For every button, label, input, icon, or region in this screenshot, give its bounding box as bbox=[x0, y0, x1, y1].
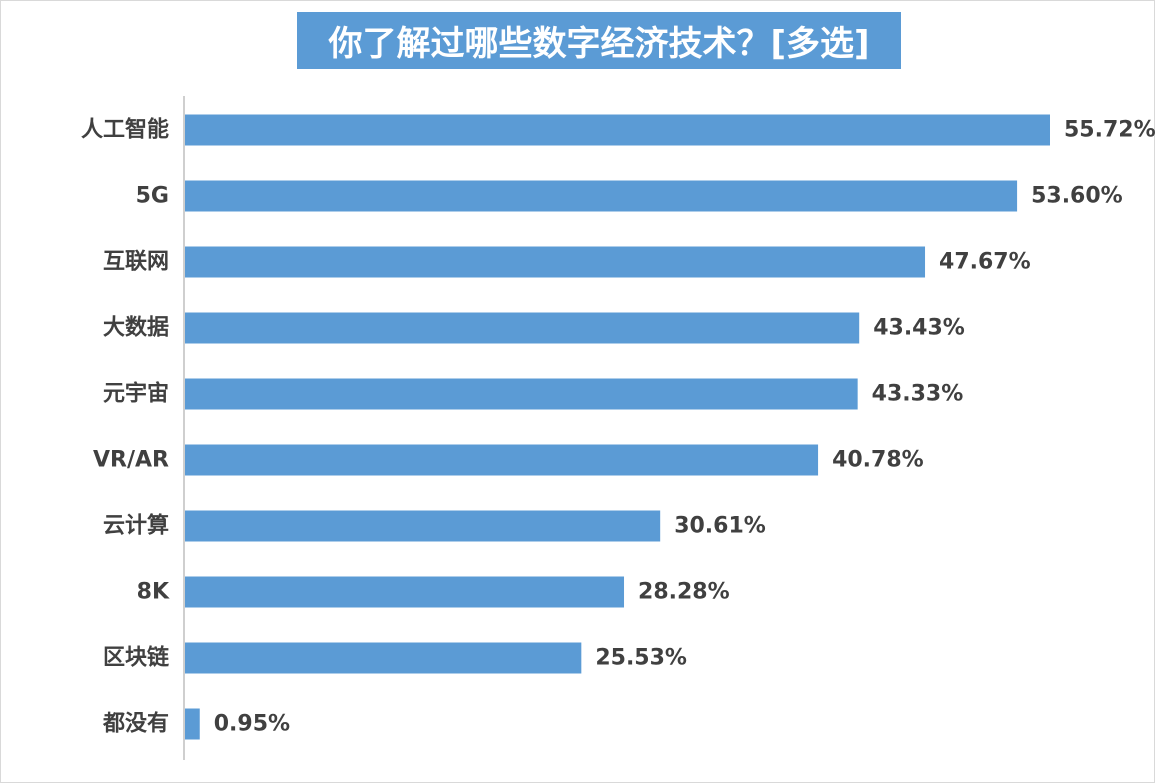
value-label: 47.67% bbox=[939, 250, 1031, 275]
value-label: 28.28% bbox=[638, 580, 730, 605]
bar-1 bbox=[185, 114, 1050, 146]
bar-9 bbox=[185, 642, 582, 674]
category-label: 区块链 bbox=[103, 645, 169, 671]
category-label: 8K bbox=[137, 580, 170, 605]
bar-10 bbox=[185, 708, 200, 740]
value-label: 43.43% bbox=[873, 316, 965, 341]
value-label: 30.61% bbox=[674, 514, 766, 539]
value-label: 25.53% bbox=[595, 646, 687, 671]
value-label: 55.72% bbox=[1064, 118, 1155, 143]
category-label: 人工智能 bbox=[81, 117, 169, 143]
value-label: 53.60% bbox=[1031, 184, 1123, 209]
category-label: 5G bbox=[136, 184, 169, 209]
category-label: 元宇宙 bbox=[103, 381, 169, 407]
value-label: 40.78% bbox=[832, 448, 924, 473]
bar-2 bbox=[185, 180, 1018, 212]
category-label: 都没有 bbox=[102, 711, 169, 737]
bar-5 bbox=[185, 378, 858, 410]
bar-7 bbox=[185, 510, 661, 542]
bar-6 bbox=[185, 444, 819, 476]
bar-3 bbox=[185, 246, 926, 278]
category-label: VR/AR bbox=[93, 448, 169, 473]
value-label: 0.95% bbox=[214, 712, 290, 737]
category-label: 云计算 bbox=[103, 513, 169, 539]
category-label: 大数据 bbox=[103, 315, 169, 341]
chart-title: 你了解过哪些数字经济技术？[多选] bbox=[328, 24, 870, 64]
bars-layer bbox=[185, 114, 1050, 740]
value-label: 43.33% bbox=[872, 382, 964, 407]
bar-8 bbox=[185, 576, 625, 608]
labels-layer: 人工智能 55.72% 5G 53.60% 互联网 47.67% 大数据 43.43% 元宇宙 4… bbox=[81, 117, 1155, 737]
bar-4 bbox=[185, 312, 860, 344]
category-label: 互联网 bbox=[103, 250, 169, 275]
chart-title-box: 你了解过哪些数字经济技术？[多选] bbox=[297, 12, 901, 69]
